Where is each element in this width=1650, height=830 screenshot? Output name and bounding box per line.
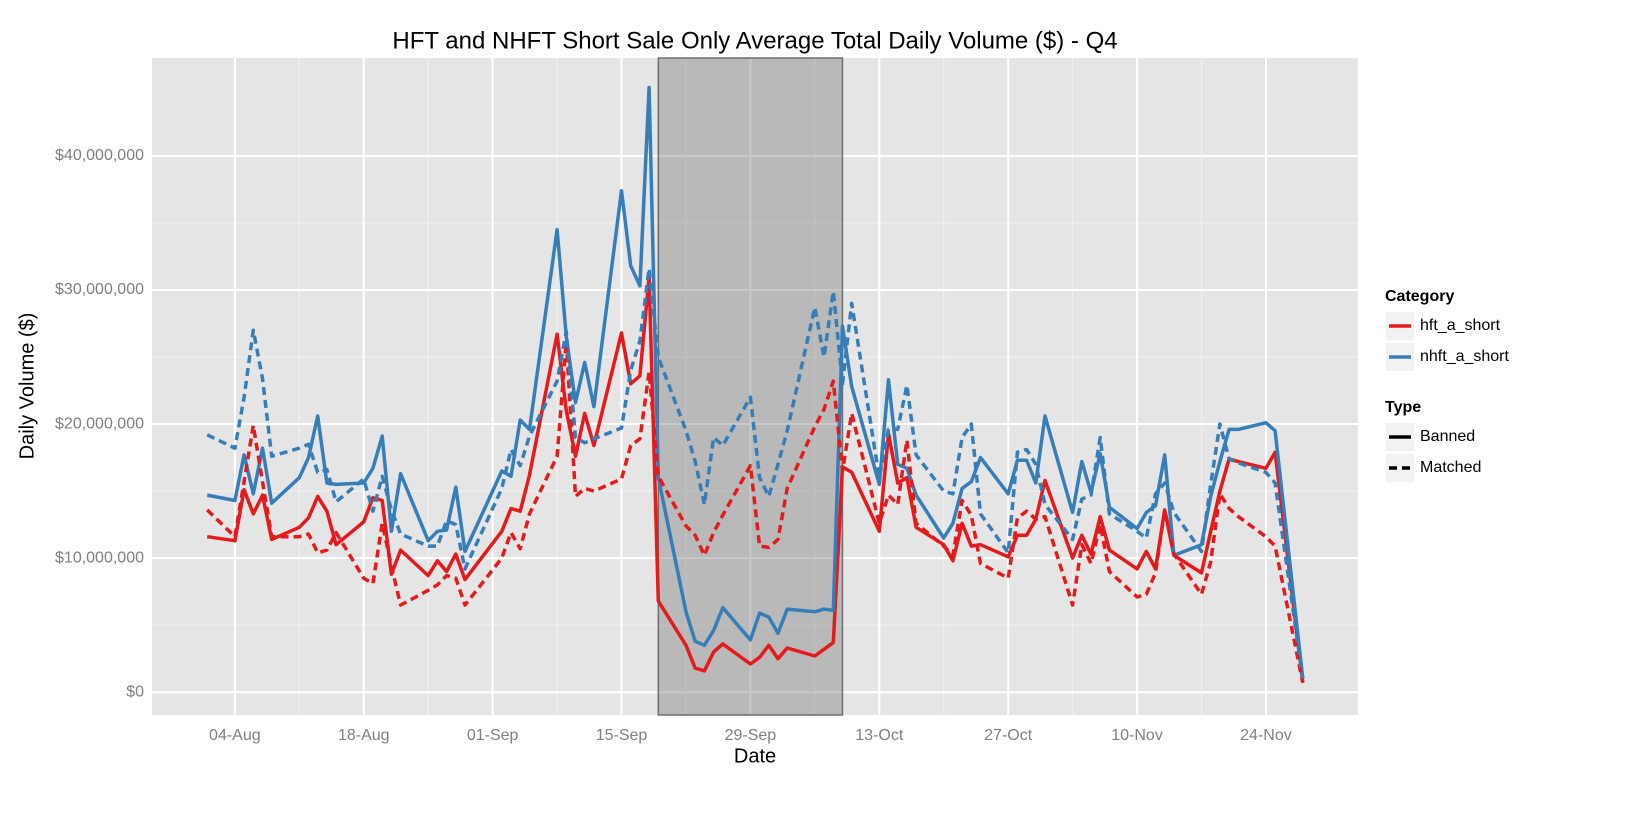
- y-tick-label: $30,000,000: [55, 281, 144, 298]
- chart-title: HFT and NHFT Short Sale Only Average Tot…: [392, 27, 1117, 54]
- y-axis-label: Daily Volume ($): [16, 313, 38, 460]
- plot-background: [152, 58, 1358, 715]
- y-tick-label: $40,000,000: [55, 147, 144, 164]
- legend-label: hft_a_short: [1420, 317, 1501, 334]
- marks: [205, 57, 1305, 716]
- y-tick-label: $20,000,000: [55, 415, 144, 432]
- series-line: [206, 266, 1305, 680]
- x-tick-label: 01-Sep: [467, 727, 519, 744]
- x-tick-label: 24-Nov: [1240, 727, 1292, 744]
- x-tick-label: 13-Oct: [855, 727, 904, 744]
- y-tick-label: $0: [126, 683, 144, 700]
- x-tick-label: 10-Nov: [1111, 727, 1163, 744]
- legend-label: nhft_a_short: [1420, 348, 1510, 365]
- legend: hft_a_short nhft_a_short Banned Matched: [1386, 312, 1510, 482]
- legend-title: Category: [1385, 288, 1454, 305]
- x-tick-label: 29-Sep: [725, 727, 777, 744]
- y-tick-label: $10,000,000: [55, 549, 144, 566]
- x-tick-label: 04-Aug: [209, 727, 261, 744]
- x-tick-label: 27-Oct: [984, 727, 1033, 744]
- x-tick-label: 15-Sep: [596, 727, 648, 744]
- shaded-period: [657, 57, 844, 716]
- legend-title: Type: [1385, 399, 1421, 416]
- x-axis-label: Date: [734, 745, 776, 767]
- legend-label: Matched: [1420, 459, 1481, 476]
- x-tick-label: 18-Aug: [338, 727, 390, 744]
- legend-label: Banned: [1420, 428, 1475, 445]
- series-line: [206, 274, 1305, 684]
